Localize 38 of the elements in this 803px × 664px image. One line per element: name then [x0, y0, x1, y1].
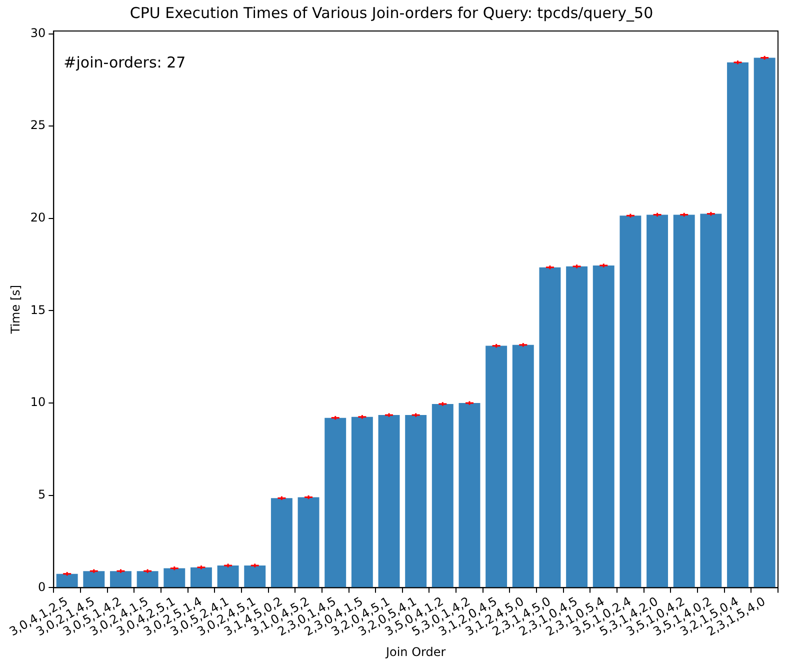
y-tick-label: 30	[30, 26, 46, 40]
bar	[539, 267, 561, 588]
bar	[646, 214, 668, 588]
bar	[592, 265, 614, 588]
y-tick-label: 20	[30, 210, 46, 225]
bar	[486, 346, 508, 588]
bar	[298, 497, 320, 588]
bar	[270, 498, 292, 588]
annotation: #join-orders: 27	[64, 53, 186, 72]
bar	[164, 568, 186, 588]
bar	[620, 216, 642, 588]
bar	[56, 574, 78, 588]
bar	[83, 571, 105, 588]
bar	[405, 415, 427, 588]
bar	[351, 416, 373, 588]
bar	[244, 566, 266, 588]
y-tick-label: 25	[30, 118, 46, 132]
chart-title: CPU Execution Times of Various Join-orders for Query: tpcds/query_50	[130, 4, 654, 22]
bar	[136, 571, 158, 588]
bar	[512, 344, 534, 588]
y-tick-label: 15	[30, 302, 46, 317]
y-tick-label: 5	[38, 487, 46, 502]
bar	[378, 415, 400, 588]
bar	[458, 403, 480, 588]
bar	[110, 571, 132, 588]
bar	[217, 566, 239, 588]
bar	[754, 58, 776, 588]
y-tick-label: 10	[30, 395, 46, 410]
bar	[324, 418, 346, 588]
bar	[700, 214, 722, 588]
bar	[673, 214, 695, 588]
bar	[566, 266, 588, 588]
bar	[727, 62, 748, 588]
bar	[190, 567, 212, 588]
y-tick-label: 0	[38, 580, 46, 594]
x-axis-title: Join Order	[384, 644, 446, 659]
y-axis-title: Time [s]	[8, 284, 22, 335]
bar	[432, 404, 454, 588]
